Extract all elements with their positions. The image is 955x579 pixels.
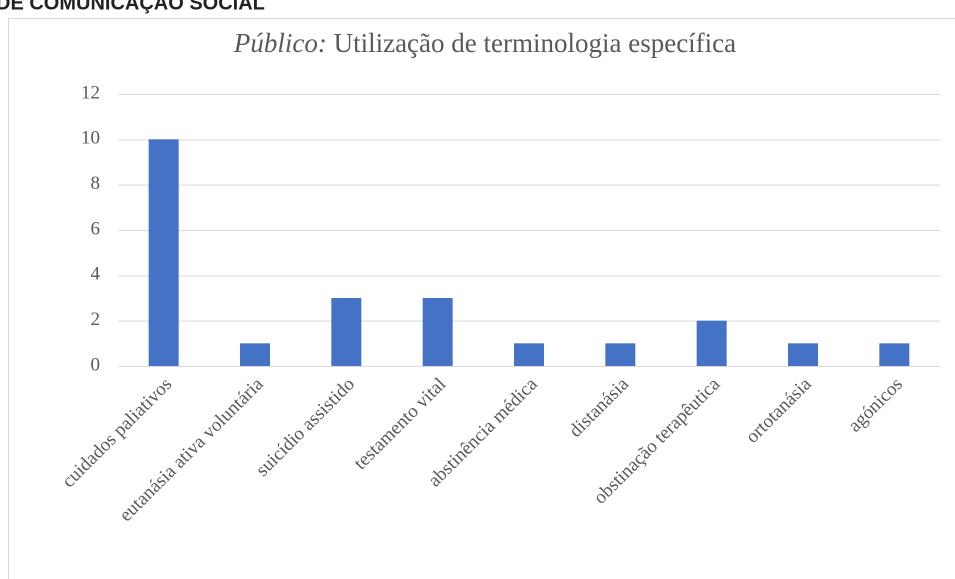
bar: [514, 343, 544, 366]
y-tick-label: 0: [91, 354, 101, 375]
title-main: Utilização de terminologia específica: [334, 28, 737, 58]
bar: [879, 343, 910, 366]
header-text: DE COMUNICAÇÃO SOCIAL: [0, 0, 265, 14]
bar: [788, 343, 818, 366]
y-tick-label: 2: [91, 309, 101, 330]
x-tick-label: ortotanásia: [742, 373, 816, 447]
chart-title: Público: Utilização de terminologia espe…: [233, 28, 736, 58]
title-italic: Público:: [233, 28, 327, 58]
y-tick-label: 4: [91, 264, 101, 285]
chart-border: [8, 18, 955, 579]
bar: [331, 298, 362, 366]
y-tick-label: 12: [81, 82, 100, 103]
bar: [240, 343, 270, 366]
x-tick-label: distanásia: [565, 373, 633, 441]
bar: [422, 298, 453, 366]
bar: [696, 320, 727, 366]
y-tick-label: 6: [91, 218, 101, 239]
x-tick-label: suicídio assistido: [252, 374, 359, 481]
x-tick-label: agónicos: [844, 374, 907, 437]
bar: [148, 139, 179, 366]
x-tick-label: testamento vital: [350, 374, 450, 474]
y-tick-label: 10: [81, 128, 100, 149]
bar: [605, 343, 636, 366]
y-tick-label: 8: [91, 173, 101, 194]
